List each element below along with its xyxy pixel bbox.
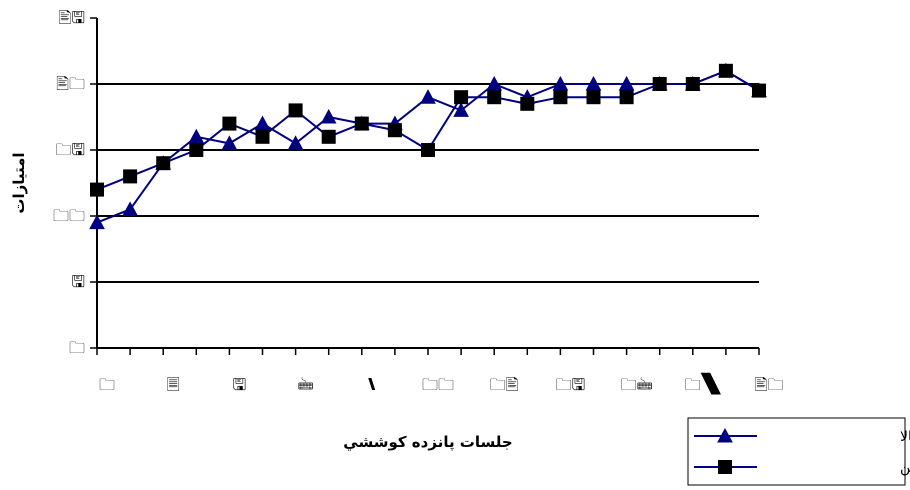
legend-square-marker [718, 460, 732, 474]
square-marker [718, 63, 733, 78]
square-marker [189, 143, 204, 157]
square-marker [321, 129, 336, 144]
square-marker [123, 169, 138, 184]
legend: گروه انگيزشی بالا گروه ا نگيزشی پايين [687, 417, 910, 486]
triangle-marker [320, 108, 337, 124]
x-tick-label: 🗀 [99, 375, 115, 394]
gridlines [97, 83, 759, 283]
data-series [89, 62, 767, 230]
y-axis-title: امتيازات [10, 152, 28, 213]
square-marker [222, 116, 237, 131]
x-tick-label: 🗀🙽 [685, 373, 722, 395]
legend-label: گروه انگيزشی بالا [900, 428, 910, 445]
square-marker [586, 90, 601, 105]
triangle-marker [486, 75, 503, 91]
triangle-marker [89, 214, 105, 230]
triangle-marker [420, 89, 436, 104]
legend-triangle-marker [717, 427, 733, 443]
x-tick-label: 🗀🖫 [556, 375, 586, 394]
square-marker [652, 77, 667, 91]
y-tick-label: 🗀🖫 [55, 140, 85, 159]
square-marker [487, 90, 502, 105]
x-tick-label: 🗀🖹 [490, 375, 519, 394]
triangle-marker [618, 75, 635, 91]
square-marker [553, 90, 568, 105]
triangle-marker [254, 115, 271, 131]
y-tick-label: 🖹🖫 [59, 8, 86, 27]
square-marker [619, 90, 634, 105]
square-marker [520, 96, 535, 111]
x-tick-label: 🗏 [167, 375, 180, 394]
x-tick-label: 🖫 [233, 375, 247, 394]
triangle-marker [287, 135, 304, 150]
y-tick-label: 🗀🗀 [53, 206, 85, 225]
square-marker [90, 182, 104, 197]
x-tick-label: 🖮 [298, 375, 314, 394]
tick-labels: 🗀🖫🗀🗀🗀🖫🖹🗀🖹🖫🗀 🗏 🖫 🖮 🙽 🗀🗀 🗀🖹 🗀🖫 🗀🖮 🗀🙽 🖹🗀 [53, 8, 783, 395]
triangle-marker [585, 75, 602, 91]
legend-items: گروه انگيزشی بالا گروه ا نگيزشی پايين [694, 427, 910, 476]
x-tick-label: 🖹🗀 [755, 375, 784, 394]
square-marker [354, 116, 369, 131]
y-tick-label: 🗀 [69, 338, 85, 357]
y-tick-label: 🖹🗀 [56, 74, 85, 93]
square-marker [288, 103, 303, 118]
axes [90, 17, 760, 355]
x-axis-title: جلسات پانزده كوششي [343, 433, 512, 452]
x-tick-label: 🗀🖮 [621, 375, 653, 394]
x-tick-label: 🙽 [368, 375, 375, 394]
square-marker [255, 129, 270, 144]
triangle-marker [188, 128, 205, 144]
square-marker [156, 156, 171, 171]
triangle-marker [221, 135, 238, 150]
square-marker [387, 123, 402, 138]
x-tick-label: 🗀🗀 [422, 375, 454, 394]
triangle-marker [552, 75, 569, 91]
square-marker [454, 90, 469, 105]
legend-label: گروه ا نگيزشی پايين [900, 459, 910, 476]
triangle-marker [453, 102, 469, 117]
triangle-marker [122, 201, 138, 216]
square-marker [752, 83, 766, 98]
y-tick-label: 🖫 [71, 272, 85, 291]
square-marker [685, 77, 700, 91]
square-marker [421, 143, 435, 157]
legend-box [687, 417, 906, 486]
